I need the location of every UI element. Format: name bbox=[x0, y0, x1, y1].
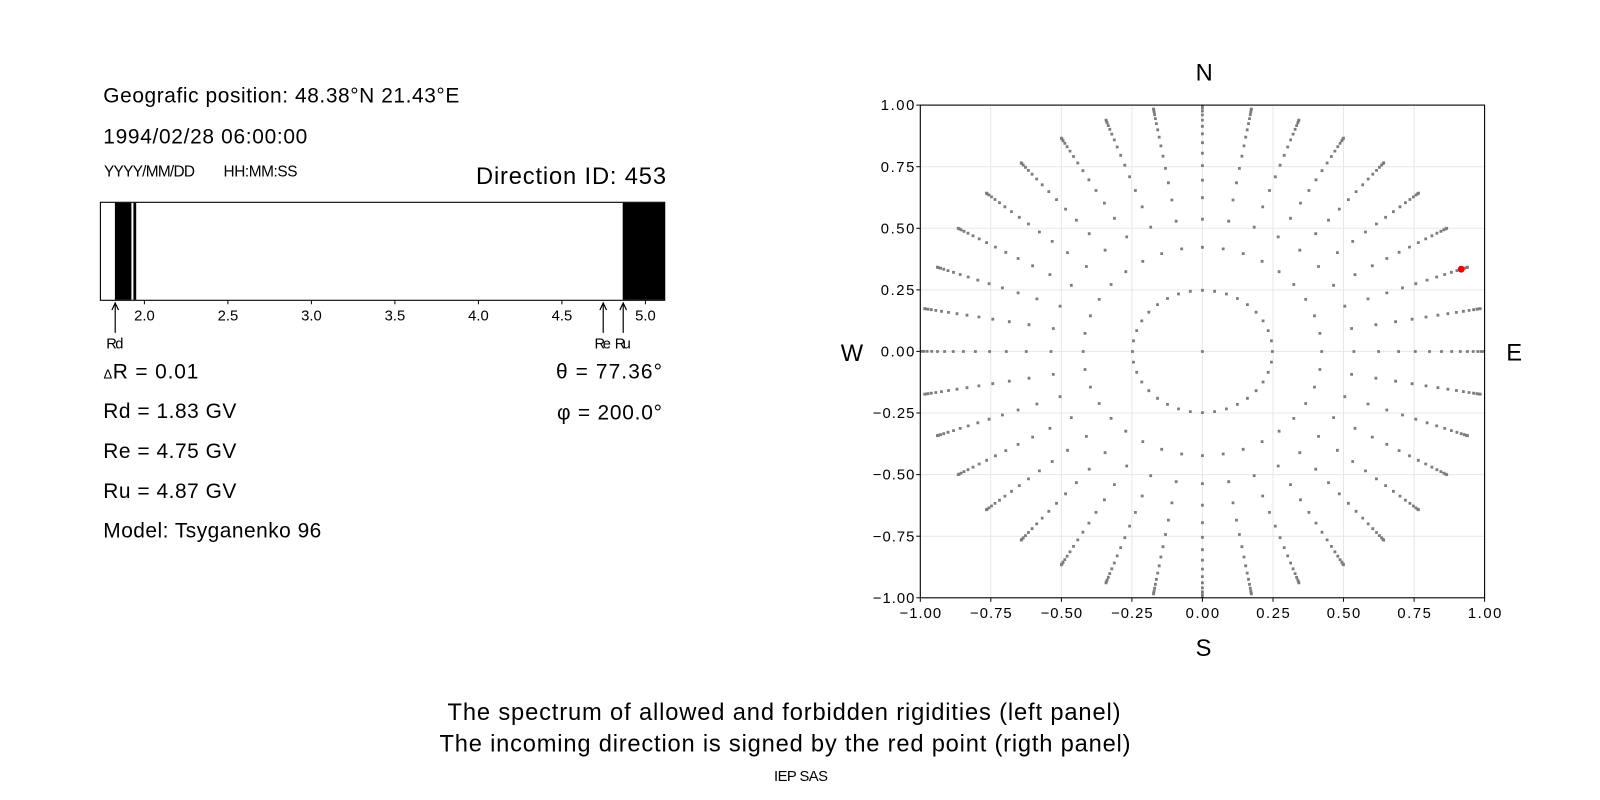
svg-text:N: N bbox=[1196, 60, 1213, 86]
svg-text:0.25: 0.25 bbox=[881, 283, 915, 299]
svg-text:φ = 200.0°: φ = 200.0° bbox=[557, 401, 662, 424]
svg-text:Geografic position: 48.38°N 21: Geografic position: 48.38°N 21.43°E bbox=[103, 85, 459, 108]
svg-text:θ = 77.36°: θ = 77.36° bbox=[556, 360, 662, 383]
svg-text:IEP SAS: IEP SAS bbox=[774, 769, 828, 785]
svg-text:Ru: Ru bbox=[615, 336, 631, 352]
svg-text:E: E bbox=[1506, 340, 1522, 366]
svg-text:2.5: 2.5 bbox=[218, 308, 239, 324]
svg-text:−0.50: −0.50 bbox=[873, 468, 915, 484]
svg-text:3.0: 3.0 bbox=[301, 308, 322, 324]
svg-text:1994/02/28 06:00:00: 1994/02/28 06:00:00 bbox=[103, 126, 307, 149]
svg-text:0.00: 0.00 bbox=[881, 345, 915, 361]
svg-text:0.00: 0.00 bbox=[1186, 606, 1220, 622]
svg-text:Rd = 1.83 GV: Rd = 1.83 GV bbox=[103, 400, 236, 423]
svg-text:S: S bbox=[1196, 636, 1212, 662]
svg-text:W: W bbox=[841, 341, 864, 367]
svg-text:The incoming direction is sign: The incoming direction is signed by the … bbox=[440, 732, 1131, 758]
svg-text:2.0: 2.0 bbox=[134, 308, 155, 324]
svg-text:0.75: 0.75 bbox=[881, 160, 915, 176]
svg-text:−0.50: −0.50 bbox=[1041, 606, 1083, 622]
svg-text:∆R = 0.01: ∆R = 0.01 bbox=[104, 360, 198, 383]
svg-text:−0.25: −0.25 bbox=[1111, 606, 1153, 622]
svg-text:−1.00: −1.00 bbox=[873, 591, 915, 607]
svg-text:0.75: 0.75 bbox=[1397, 606, 1431, 622]
svg-text:5.0: 5.0 bbox=[635, 308, 656, 324]
svg-text:YYYY/MM/DD: YYYY/MM/DD bbox=[104, 163, 195, 180]
svg-text:0.25: 0.25 bbox=[1256, 606, 1290, 622]
svg-text:Re: Re bbox=[594, 336, 611, 352]
svg-text:Re = 4.75 GV: Re = 4.75 GV bbox=[103, 440, 236, 463]
svg-text:Model: Tsyganenko 96: Model: Tsyganenko 96 bbox=[103, 520, 321, 543]
svg-text:3.5: 3.5 bbox=[385, 308, 406, 324]
svg-text:0.50: 0.50 bbox=[1327, 606, 1361, 622]
svg-text:Ru = 4.87 GV: Ru = 4.87 GV bbox=[103, 480, 236, 503]
svg-text:Rd: Rd bbox=[106, 336, 123, 352]
svg-text:4.5: 4.5 bbox=[552, 308, 573, 324]
svg-text:Direction ID: 453: Direction ID: 453 bbox=[476, 164, 666, 190]
svg-text:−0.75: −0.75 bbox=[970, 606, 1012, 622]
svg-text:1.00: 1.00 bbox=[881, 98, 915, 114]
svg-text:HH:MM:SS: HH:MM:SS bbox=[224, 163, 298, 180]
svg-text:The spectrum of allowed and fo: The spectrum of allowed and forbidden ri… bbox=[448, 700, 1121, 726]
svg-text:1.00: 1.00 bbox=[1468, 606, 1502, 622]
svg-text:−0.25: −0.25 bbox=[873, 406, 915, 422]
svg-text:−1.00: −1.00 bbox=[900, 606, 942, 622]
svg-text:4.0: 4.0 bbox=[468, 308, 489, 324]
svg-text:−0.75: −0.75 bbox=[873, 529, 915, 545]
svg-text:0.50: 0.50 bbox=[881, 221, 915, 237]
